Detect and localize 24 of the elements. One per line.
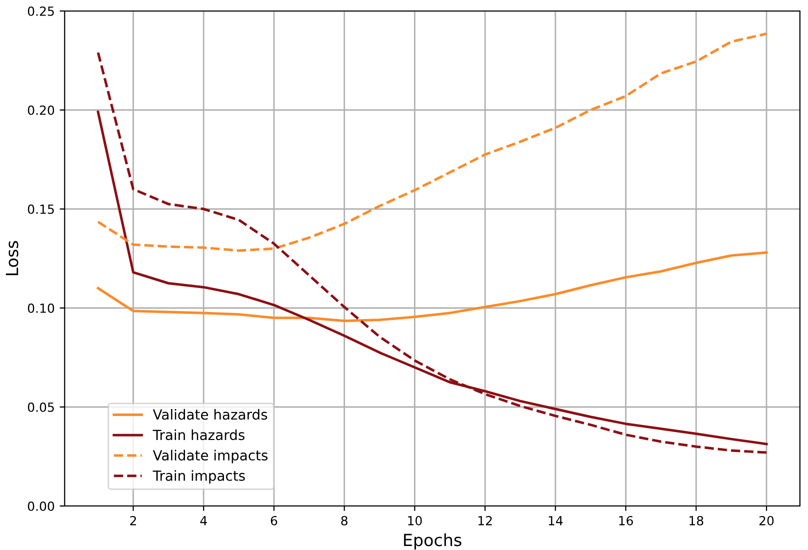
x-tick-label: 14 (548, 516, 563, 526)
legend-label: Validate hazards (152, 409, 268, 420)
x-tick-label: 16 (619, 516, 633, 526)
line-series (96, 251, 768, 322)
y-tick-label: 0.15 (28, 204, 54, 214)
x-tick-label: 8 (341, 516, 348, 526)
y-tick-label: 0.10 (28, 303, 54, 313)
y-tick-label: 0.20 (28, 105, 54, 115)
legend-label: Train impacts (152, 470, 245, 484)
legend-label: Validate impacts (152, 450, 268, 464)
x-tick-label: 18 (690, 516, 704, 526)
y-axis-title: Loss (6, 241, 18, 276)
x-tick-label: 12 (478, 516, 492, 526)
x-tick-label: 6 (270, 516, 278, 526)
y-tick-label: 0.00 (28, 501, 54, 511)
y-tick-label: 0.05 (28, 402, 54, 412)
x-tick-label: 4 (200, 516, 207, 526)
legend-label: Train hazards (152, 429, 244, 440)
line-series (96, 32, 768, 252)
x-axis-title: Epochs (404, 533, 462, 550)
x-tick-label: 10 (408, 516, 422, 526)
y-tick-label: 0.25 (28, 6, 54, 16)
x-tick-label: 2 (130, 516, 136, 526)
x-tick-label: 20 (759, 516, 774, 526)
